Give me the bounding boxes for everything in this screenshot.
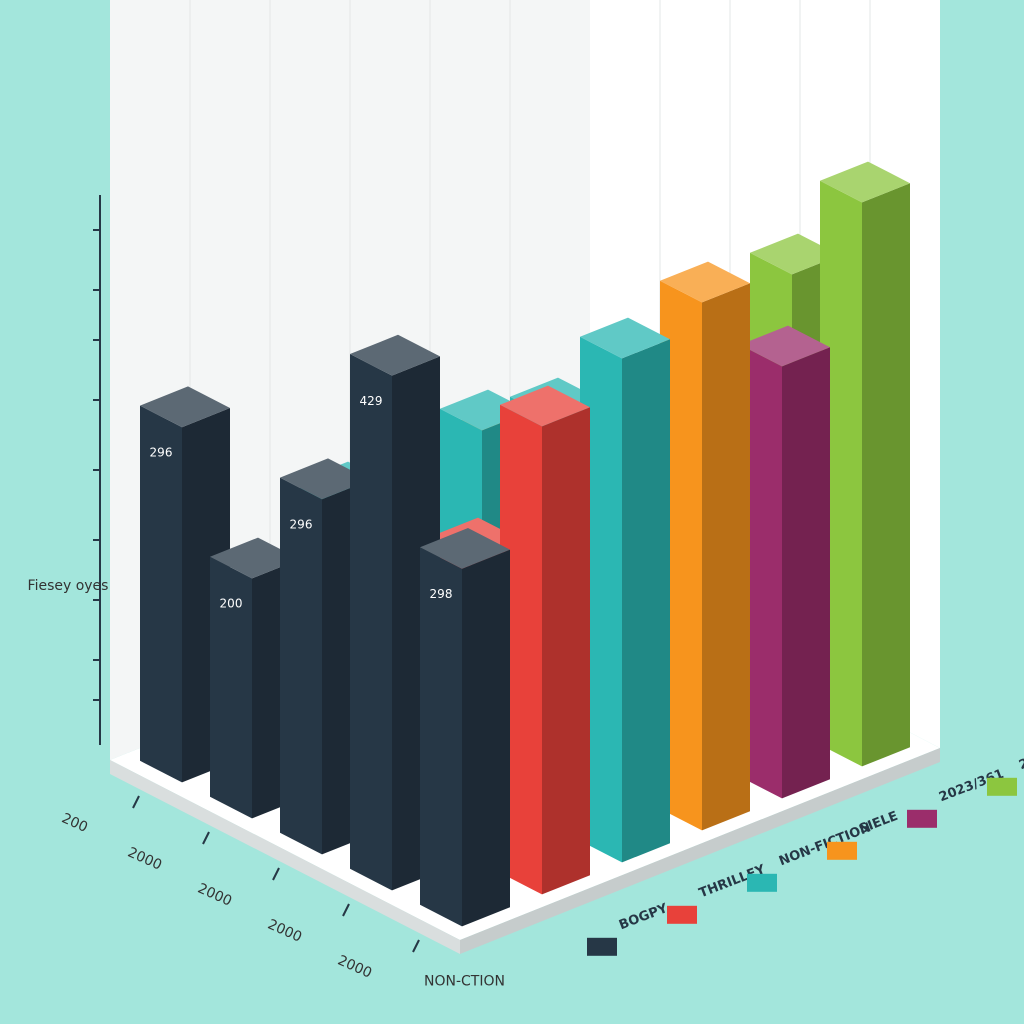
bar-top [740, 325, 830, 367]
bar-face [580, 336, 622, 863]
bar-top [660, 261, 750, 303]
x-tick [202, 831, 210, 845]
bar-top [140, 386, 230, 428]
x-tick [272, 867, 280, 881]
bar-top [580, 317, 670, 359]
y-axis-ticks [93, 229, 100, 701]
bar-side [782, 347, 830, 799]
value-label: 429 [360, 394, 383, 408]
bar-top [440, 389, 530, 431]
y-axis-label: Fiesey oyes [28, 578, 109, 594]
bar-top [280, 458, 370, 500]
bars: 296 200 296 429 298 [140, 161, 910, 927]
bar [820, 161, 910, 767]
legend-swatch [987, 777, 1017, 796]
floor-edge [110, 760, 460, 954]
legend-swatch [827, 841, 857, 860]
legend-label: 2025 [1017, 746, 1024, 773]
bar-face [280, 477, 322, 855]
x-axis-label: NON-CTION [424, 974, 505, 990]
bar-side [542, 407, 590, 895]
value-label: 296 [290, 517, 313, 531]
bar-top [750, 233, 840, 275]
bar-top [350, 334, 440, 376]
bar-top [420, 528, 510, 569]
legend-swatch [587, 937, 617, 956]
value-label: 200 [220, 597, 243, 611]
bar-top [210, 537, 300, 579]
legend-swatch [907, 809, 937, 828]
bar-face [500, 404, 542, 895]
bar-face [140, 405, 182, 783]
value-label: 296 [150, 445, 173, 459]
bar-side [702, 283, 750, 831]
bar [740, 325, 830, 799]
bar [660, 261, 750, 831]
bar-face [420, 547, 462, 927]
bar [500, 385, 590, 895]
x-tick [132, 795, 140, 809]
bar-face [820, 180, 862, 767]
bar-face [740, 344, 782, 799]
bar-side [462, 549, 510, 927]
x-tick [412, 939, 420, 953]
legend-swatch [747, 873, 777, 892]
bar-face [660, 280, 702, 831]
bar-top [500, 385, 590, 427]
bar-side [862, 183, 910, 767]
bar: 298 [420, 528, 510, 927]
bar-face [350, 354, 392, 891]
bar-top [820, 161, 910, 203]
bar: 296 [140, 386, 230, 783]
bar-side [622, 339, 670, 863]
floor-edge [460, 748, 940, 954]
value-label: 298 [430, 587, 453, 601]
bar-face [210, 556, 252, 819]
legend-swatch [667, 905, 697, 924]
x-tick [342, 903, 350, 917]
legend-item: 2025 [987, 746, 1024, 796]
bar [580, 317, 670, 863]
